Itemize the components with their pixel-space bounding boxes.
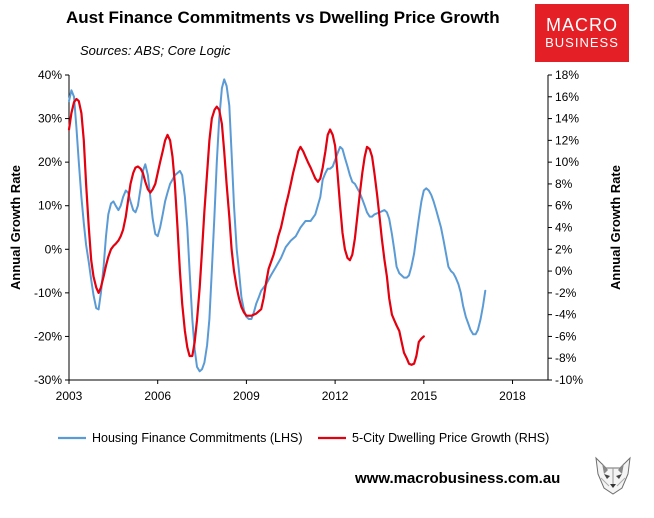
logo-line-2: BUSINESS bbox=[545, 35, 619, 50]
x-tick-label: 2006 bbox=[144, 389, 171, 403]
legend-label-1: Housing Finance Commitments (LHS) bbox=[92, 431, 303, 445]
right-tick-label: 0% bbox=[555, 264, 573, 278]
right-tick-label: -2% bbox=[555, 286, 577, 300]
series-line-dwelling-price-growth bbox=[67, 97, 425, 366]
x-tick-label: 2018 bbox=[499, 389, 526, 403]
x-tick-label: 2012 bbox=[322, 389, 349, 403]
left-tick-label: 30% bbox=[38, 112, 62, 126]
right-tick-label: 14% bbox=[555, 112, 579, 126]
right-tick-label: -4% bbox=[555, 308, 577, 322]
left-tick-label: -30% bbox=[34, 373, 62, 387]
x-tick-label: 2003 bbox=[56, 389, 83, 403]
left-tick-label: 0% bbox=[45, 242, 63, 256]
series-line-finance-commitments bbox=[68, 78, 487, 373]
left-axis-title: Annual Growth Rate bbox=[8, 165, 23, 290]
right-tick-label: -10% bbox=[555, 373, 583, 387]
right-tick-label: -6% bbox=[555, 329, 577, 343]
x-tick-label: 2009 bbox=[233, 389, 260, 403]
wolf-logo-icon bbox=[595, 456, 631, 495]
left-tick-label: 20% bbox=[38, 155, 62, 169]
right-tick-label: 6% bbox=[555, 199, 573, 213]
logo-line-1: MACRO bbox=[546, 15, 618, 35]
x-tick-label: 2015 bbox=[410, 389, 437, 403]
left-tick-label: 40% bbox=[38, 68, 62, 82]
left-tick-label: -20% bbox=[34, 329, 62, 343]
right-tick-label: 18% bbox=[555, 68, 579, 82]
left-tick-label: 10% bbox=[38, 199, 62, 213]
footer-url: www.macrobusiness.com.au bbox=[355, 470, 561, 487]
right-tick-label: 12% bbox=[555, 133, 579, 147]
right-axis-title: Annual Growth Rate bbox=[608, 165, 623, 290]
macrobusiness-logo: MACRO BUSINESS bbox=[535, 4, 629, 62]
chart-title: Aust Finance Commitments vs Dwelling Pri… bbox=[66, 8, 500, 27]
right-tick-label: 16% bbox=[555, 90, 579, 104]
right-tick-label: 10% bbox=[555, 155, 579, 169]
legend-label-2: 5-City Dwelling Price Growth (RHS) bbox=[352, 431, 549, 445]
right-tick-label: -8% bbox=[555, 351, 577, 365]
right-tick-label: 2% bbox=[555, 242, 573, 256]
right-tick-label: 4% bbox=[555, 221, 573, 235]
right-tick-label: 8% bbox=[555, 177, 573, 191]
chart-sources: Sources: ABS; Core Logic bbox=[80, 43, 231, 58]
left-tick-label: -10% bbox=[34, 286, 62, 300]
